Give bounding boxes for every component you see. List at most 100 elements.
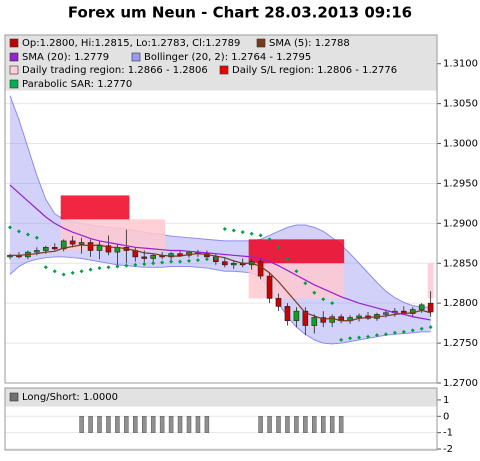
candle-body [293,310,300,322]
legend-label: Daily S/L region: 1.2806 - 1.2776 [232,65,397,76]
bar [321,416,326,433]
sar-dot [303,281,308,286]
sar-dot [374,333,379,338]
sar-dot [52,269,57,274]
sar-dot [401,329,406,334]
legend-swatch [219,65,229,75]
candle-body [418,304,425,310]
bar [285,416,290,433]
candle-body [356,315,362,318]
y-tick-label: 1.2700 [443,378,478,389]
legend-label: Daily trading region: 1.2866 - 1.2806 [22,65,208,76]
sar-dot [213,256,218,261]
sar-dot [392,330,397,335]
bar [267,416,272,433]
bar [159,416,165,433]
candle-body [383,312,389,315]
candle-body [257,261,264,277]
candle-body [177,253,183,256]
bar [150,416,156,433]
candle-body [222,261,228,266]
legend-swatch [9,38,19,48]
bar [303,416,308,433]
sar-dot [321,297,326,302]
candle-body [42,247,49,251]
bar [177,416,183,433]
sar-dot [231,228,236,233]
bar [258,416,263,433]
bar [97,416,102,433]
sar-dot [70,270,75,275]
candle-body [427,302,434,313]
bar [186,416,192,433]
trading-region [427,263,434,299]
sar-dot [339,337,344,342]
y-tick-label: 1.2750 [443,338,478,349]
bar [329,416,335,433]
sar-dot [61,272,66,277]
sar-dot [178,259,183,264]
sl-region [60,195,130,220]
bar [276,416,281,433]
legend-band [5,388,437,407]
legend-label: Op:1.2800, Hi:1.2815, Lo:1.2783, Cl:1.27… [22,38,240,49]
sar-dot [169,259,174,264]
y-tick-label: 1.2950 [443,178,478,189]
sar-dot [419,326,424,331]
sar-dot [267,237,272,242]
candle-body [266,275,273,299]
sar-dot [88,267,93,272]
y-tick-label: 1.2850 [443,258,478,269]
sl-region [248,239,345,264]
sar-dot [383,332,388,337]
sar-dot [285,257,290,262]
candle-body [51,247,58,250]
candle-body [230,262,237,266]
sar-dot [366,334,370,339]
sar-dot [330,301,335,306]
plot-frame [4,387,438,451]
candle-body [78,242,85,245]
sar-dot [151,261,156,266]
sar-dot [8,225,12,230]
sar-dot [25,232,30,237]
sma20-line [9,184,431,321]
bar [79,416,84,433]
candle-body [150,254,156,259]
bar [195,416,201,433]
chart-title: Forex um Neun - Chart 28.03.2013 09:16 [68,4,412,22]
sar-dot [34,235,39,240]
bar [204,416,210,433]
y-tick-label: 1.3000 [443,139,478,150]
sar-dot [79,269,84,274]
sar-dot [43,265,48,270]
legend-swatch [9,52,19,62]
y-tick-label: 1.3050 [443,99,478,110]
bar [133,416,138,433]
bar [115,416,120,433]
sar-dot [195,258,200,263]
bar [88,416,93,433]
sar-dot [240,230,245,235]
bar [312,416,317,433]
bar [106,416,111,433]
sar-dot [294,269,299,274]
sar-dot [187,258,191,263]
sar-dot [124,263,129,268]
y-tick-label: 1 [443,395,449,406]
bar [294,416,299,433]
sar-dot [410,328,415,333]
candle-body [275,298,282,307]
sar-dot [222,226,227,231]
legend-swatch [9,79,19,89]
bar [142,416,147,433]
candle-body [60,240,67,250]
sar-dot [160,260,165,265]
sma5-line [10,244,431,322]
bar [168,416,174,433]
y-tick-label: 1.2900 [443,218,478,229]
sar-dot [16,229,21,234]
sar-dot [142,262,147,267]
